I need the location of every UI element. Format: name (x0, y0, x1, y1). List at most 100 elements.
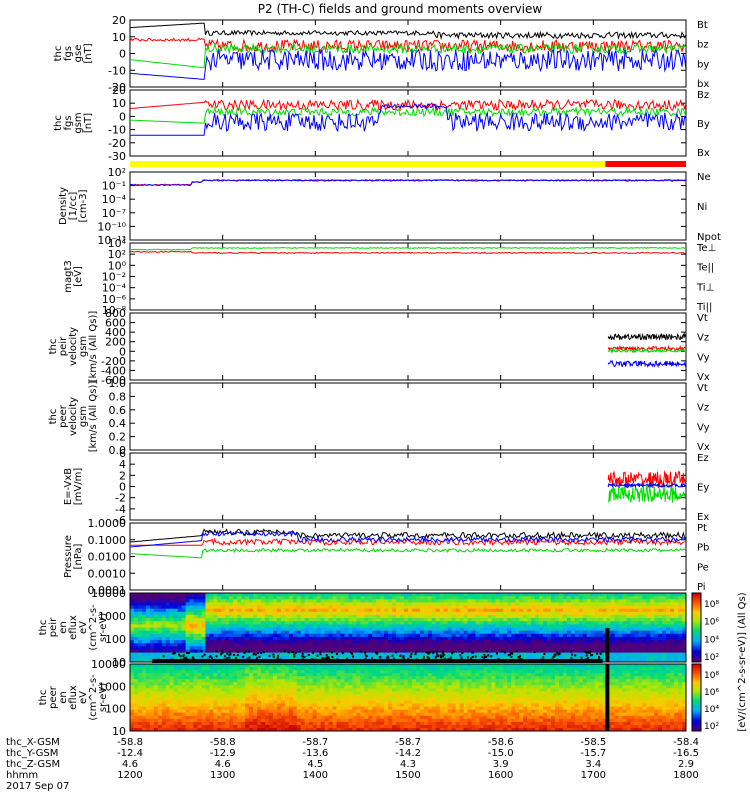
spectrogram-cell (554, 611, 560, 616)
spectrogram-cell (245, 618, 250, 622)
spectrogram-cell (229, 602, 234, 607)
spectrogram-cell (642, 605, 647, 610)
spectrogram-cell (479, 611, 484, 616)
spectrogram-cell (435, 624, 441, 628)
spectrogram-cell (261, 691, 266, 695)
spectrogram-cell (384, 652, 389, 657)
y-tick-label: 20 (112, 84, 126, 97)
spectrogram-cell (161, 688, 167, 692)
spectrogram-cell (495, 624, 500, 628)
spectrogram-cell (578, 646, 584, 650)
spectrogram-cell (316, 605, 322, 610)
spectrogram-cell (165, 715, 171, 720)
spectrogram-cell (169, 602, 175, 607)
spectrogram-cell (324, 676, 330, 680)
spectrogram-cell (336, 706, 341, 711)
spectrogram-cell (312, 614, 318, 619)
spectrogram-cell (284, 706, 290, 711)
spectrogram-cell (471, 602, 477, 607)
spectrogram-cell (471, 624, 477, 628)
spectrogram-cell (408, 630, 413, 635)
spectrogram-cell (376, 706, 381, 711)
spectrogram-cell (209, 646, 214, 650)
y-tick-label: -4 (115, 503, 126, 516)
spectrogram-cell (157, 673, 163, 677)
spectrogram-cell (161, 682, 167, 686)
spectrogram-cell (137, 697, 143, 702)
spectrogram-cell (161, 636, 167, 641)
spectrogram-cell (189, 605, 195, 610)
spectrogram-cell (296, 640, 302, 644)
spectrogram-cell (435, 596, 441, 600)
spectrogram-cell (130, 636, 135, 641)
spectrogram-cell (320, 636, 326, 641)
spectrogram-cell (515, 640, 520, 644)
spectrogram-cell (181, 667, 187, 671)
spectrogram-cell (269, 676, 274, 680)
spectrogram-cell (578, 599, 584, 603)
spectrogram-cell (181, 688, 187, 692)
spectrogram-cell (276, 667, 282, 671)
spectrogram-cell (193, 596, 199, 600)
spectrogram-cell (618, 655, 623, 660)
y-axis-label: gsm (78, 336, 89, 357)
spectrogram-cell (165, 667, 171, 671)
spectrogram-cell (257, 667, 262, 671)
spectrogram-cell (443, 593, 449, 597)
spectrogram-cell (308, 703, 314, 708)
spectrogram-cell (372, 649, 377, 654)
spectrogram-cell (376, 697, 381, 702)
spectrogram-cell (356, 709, 361, 714)
spectrogram-cell (380, 709, 385, 714)
spectrogram-cell (670, 655, 675, 660)
spectrogram-cell (169, 697, 175, 702)
spectrogram-cell (257, 721, 262, 726)
spectrogram-cell (257, 643, 262, 647)
spectrogram-cell (483, 599, 488, 603)
spectrogram-cell (288, 605, 294, 610)
spectrogram-cell (630, 605, 635, 610)
spectrogram-cell (130, 593, 135, 597)
spectrogram-cell (237, 691, 242, 695)
spectrogram-cell (304, 621, 310, 625)
spectrogram-cell (320, 630, 326, 635)
spectrogram-cell (527, 624, 532, 628)
y-axis-label: fgs (63, 115, 74, 130)
spectrogram-cell (197, 706, 202, 711)
spectrogram-cell (185, 709, 191, 714)
spectrogram-cell (185, 633, 191, 638)
spectrogram-cell (531, 636, 536, 641)
spectrogram-cell (209, 618, 214, 622)
spectrogram-cell (523, 633, 528, 638)
spectrogram-cell (642, 614, 647, 619)
spectrogram-cell (205, 630, 210, 635)
spectrogram-cell (130, 655, 135, 660)
spectrogram-cell (153, 611, 159, 616)
spectrogram-cell (332, 697, 338, 702)
spectrogram-cell (574, 646, 580, 650)
spectrogram-cell (682, 611, 687, 616)
spectrogram-cell (201, 715, 206, 720)
spectrogram-cell (245, 703, 250, 708)
spectrogram-cell (507, 640, 512, 644)
spectrogram-cell (320, 667, 326, 671)
spectrogram-cell (185, 605, 191, 610)
y-axis-label: velocity (68, 397, 79, 436)
spectrogram-cell (265, 697, 270, 702)
y-tick-label: 200 (105, 336, 126, 349)
spectrogram-cell (265, 602, 270, 607)
spectrogram-cell (650, 602, 655, 607)
spectrogram-cell (304, 691, 310, 695)
spectrogram-cell (384, 709, 389, 714)
spectrogram-cell (217, 643, 222, 647)
spectrogram-cell (257, 593, 262, 597)
spectrogram-cell (328, 715, 334, 720)
spectrogram-cell (503, 652, 508, 657)
spectrogram-cell (257, 709, 262, 714)
spectrogram-cell (614, 646, 619, 650)
spectrogram-cell (304, 673, 310, 677)
spectrogram-cell (364, 602, 369, 607)
spectrogram-cell (201, 630, 206, 635)
legend-Bz: Bz (697, 90, 709, 101)
spectrogram-cell (280, 630, 286, 635)
